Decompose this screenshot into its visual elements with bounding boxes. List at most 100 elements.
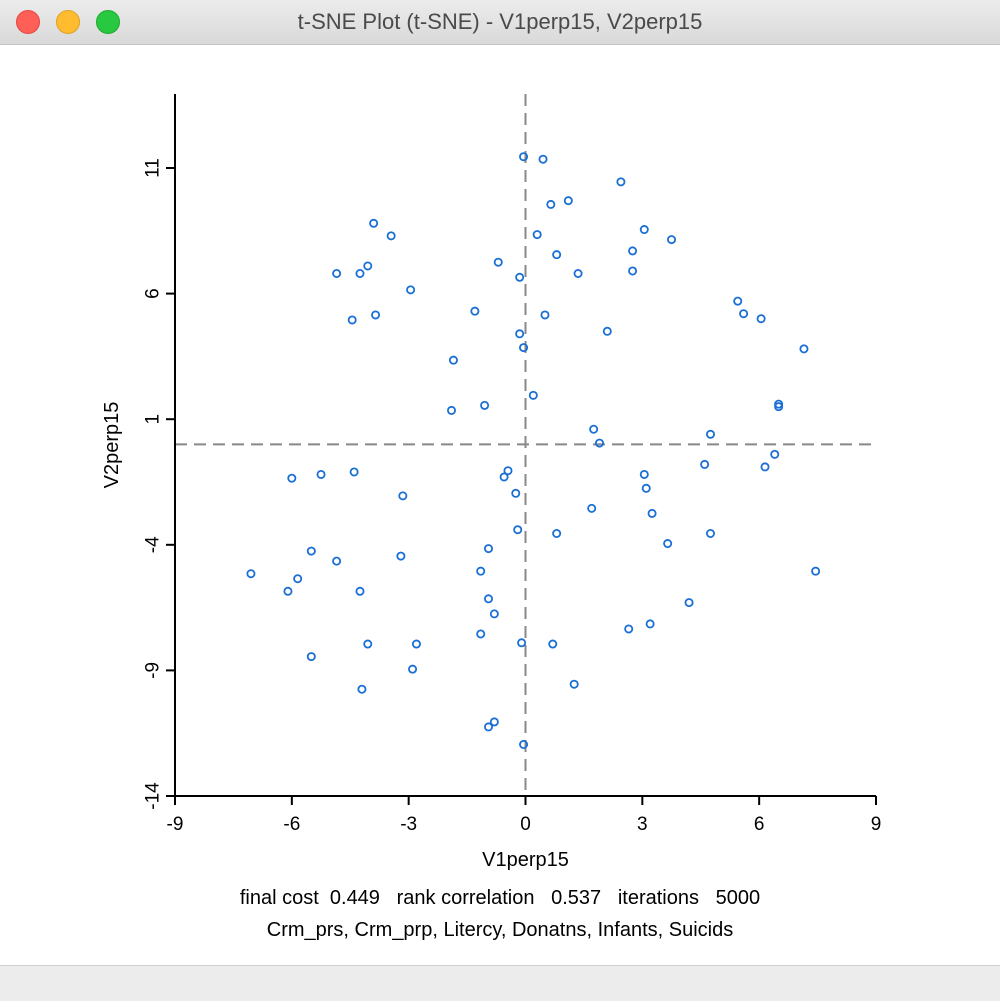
data-point[interactable] [573, 269, 583, 279]
data-point[interactable] [517, 638, 527, 648]
data-point[interactable] [447, 405, 457, 415]
data-point[interactable] [540, 310, 550, 320]
data-point[interactable] [532, 230, 542, 240]
y-tick-label: 11 [143, 158, 164, 178]
data-point[interactable] [484, 594, 494, 604]
data-point[interactable] [552, 250, 562, 260]
data-point[interactable] [513, 525, 523, 535]
data-point[interactable] [411, 639, 421, 649]
footer-variables: Crm_prs, Crm_prp, Litercy, Donatns, Infa… [267, 919, 733, 941]
data-point[interactable] [645, 619, 655, 629]
x-axis-ticks: -9 -6 -3 0 3 6 9 [167, 796, 882, 835]
data-point[interactable] [355, 269, 365, 279]
data-point[interactable] [246, 569, 256, 579]
data-point[interactable] [332, 269, 342, 279]
data-point[interactable] [503, 466, 513, 476]
data-point[interactable] [770, 449, 780, 459]
data-point[interactable] [616, 177, 626, 187]
data-point[interactable] [511, 488, 521, 498]
data-point[interactable] [363, 261, 373, 271]
data-point[interactable] [546, 199, 556, 209]
data-point[interactable] [733, 296, 743, 306]
data-point[interactable] [484, 722, 494, 732]
data-point[interactable] [538, 154, 548, 164]
data-point[interactable] [774, 402, 784, 412]
data-point[interactable] [594, 438, 604, 448]
data-point[interactable] [283, 586, 293, 596]
data-point[interactable] [667, 235, 677, 245]
data-point[interactable] [552, 528, 562, 538]
data-point[interactable] [628, 246, 638, 256]
data-point[interactable] [760, 462, 770, 472]
data-point[interactable] [357, 684, 367, 694]
data-point[interactable] [386, 231, 396, 241]
minimize-button[interactable] [56, 10, 80, 34]
data-point[interactable] [306, 546, 316, 556]
data-point[interactable] [548, 639, 558, 649]
data-point[interactable] [476, 566, 486, 576]
data-point[interactable] [408, 664, 418, 674]
data-point[interactable] [493, 257, 503, 267]
data-point[interactable] [684, 598, 694, 608]
data-point[interactable] [316, 469, 326, 479]
data-point[interactable] [799, 344, 809, 354]
data-point[interactable] [624, 624, 634, 634]
zoom-button[interactable] [96, 10, 120, 34]
data-points[interactable] [246, 152, 821, 750]
data-point[interactable] [811, 566, 821, 576]
data-point[interactable] [705, 528, 715, 538]
data-point[interactable] [369, 218, 379, 228]
data-point[interactable] [639, 225, 649, 235]
data-point[interactable] [396, 551, 406, 561]
data-point[interactable] [639, 469, 649, 479]
data-point[interactable] [663, 539, 673, 549]
data-point[interactable] [332, 556, 342, 566]
data-point[interactable] [347, 315, 357, 325]
data-point[interactable] [739, 309, 749, 319]
y-axis-title: V2perp15 [101, 402, 123, 489]
data-point[interactable] [569, 679, 579, 689]
data-point[interactable] [602, 326, 612, 336]
title-bar[interactable]: t-SNE Plot (t-SNE) - V1perp15, V2perp15 [0, 0, 1000, 45]
data-point[interactable] [756, 314, 766, 324]
data-point[interactable] [287, 473, 297, 483]
data-point[interactable] [563, 196, 573, 206]
data-point[interactable] [515, 272, 525, 282]
data-point[interactable] [363, 639, 373, 649]
data-point[interactable] [470, 306, 480, 316]
data-point[interactable] [306, 652, 316, 662]
data-point[interactable] [293, 574, 303, 584]
close-button[interactable] [16, 10, 40, 34]
x-tick-label: 9 [871, 814, 882, 835]
data-point[interactable] [448, 355, 458, 365]
data-point[interactable] [476, 629, 486, 639]
data-point[interactable] [489, 609, 499, 619]
data-point[interactable] [355, 586, 365, 596]
data-point[interactable] [515, 329, 525, 339]
data-point[interactable] [647, 508, 657, 518]
data-point[interactable] [371, 310, 381, 320]
data-point[interactable] [519, 740, 529, 750]
x-tick-label: 0 [520, 814, 531, 835]
data-point[interactable] [587, 503, 597, 513]
data-point[interactable] [705, 429, 715, 439]
data-point[interactable] [499, 472, 509, 482]
data-point[interactable] [700, 459, 710, 469]
data-point[interactable] [489, 717, 499, 727]
data-point[interactable] [398, 491, 408, 501]
data-point[interactable] [641, 483, 651, 493]
data-point[interactable] [519, 152, 529, 162]
data-point[interactable] [349, 467, 359, 477]
data-point[interactable] [528, 390, 538, 400]
y-tick-label: 6 [143, 288, 164, 299]
data-point[interactable] [480, 400, 490, 410]
data-point[interactable] [519, 343, 529, 353]
y-tick-label: 1 [143, 414, 164, 425]
data-point[interactable] [484, 544, 494, 554]
data-point[interactable] [406, 285, 416, 295]
data-point[interactable] [628, 266, 638, 276]
data-point[interactable] [589, 424, 599, 434]
x-tick-label: 3 [637, 814, 648, 835]
x-tick-label: -6 [283, 814, 300, 835]
